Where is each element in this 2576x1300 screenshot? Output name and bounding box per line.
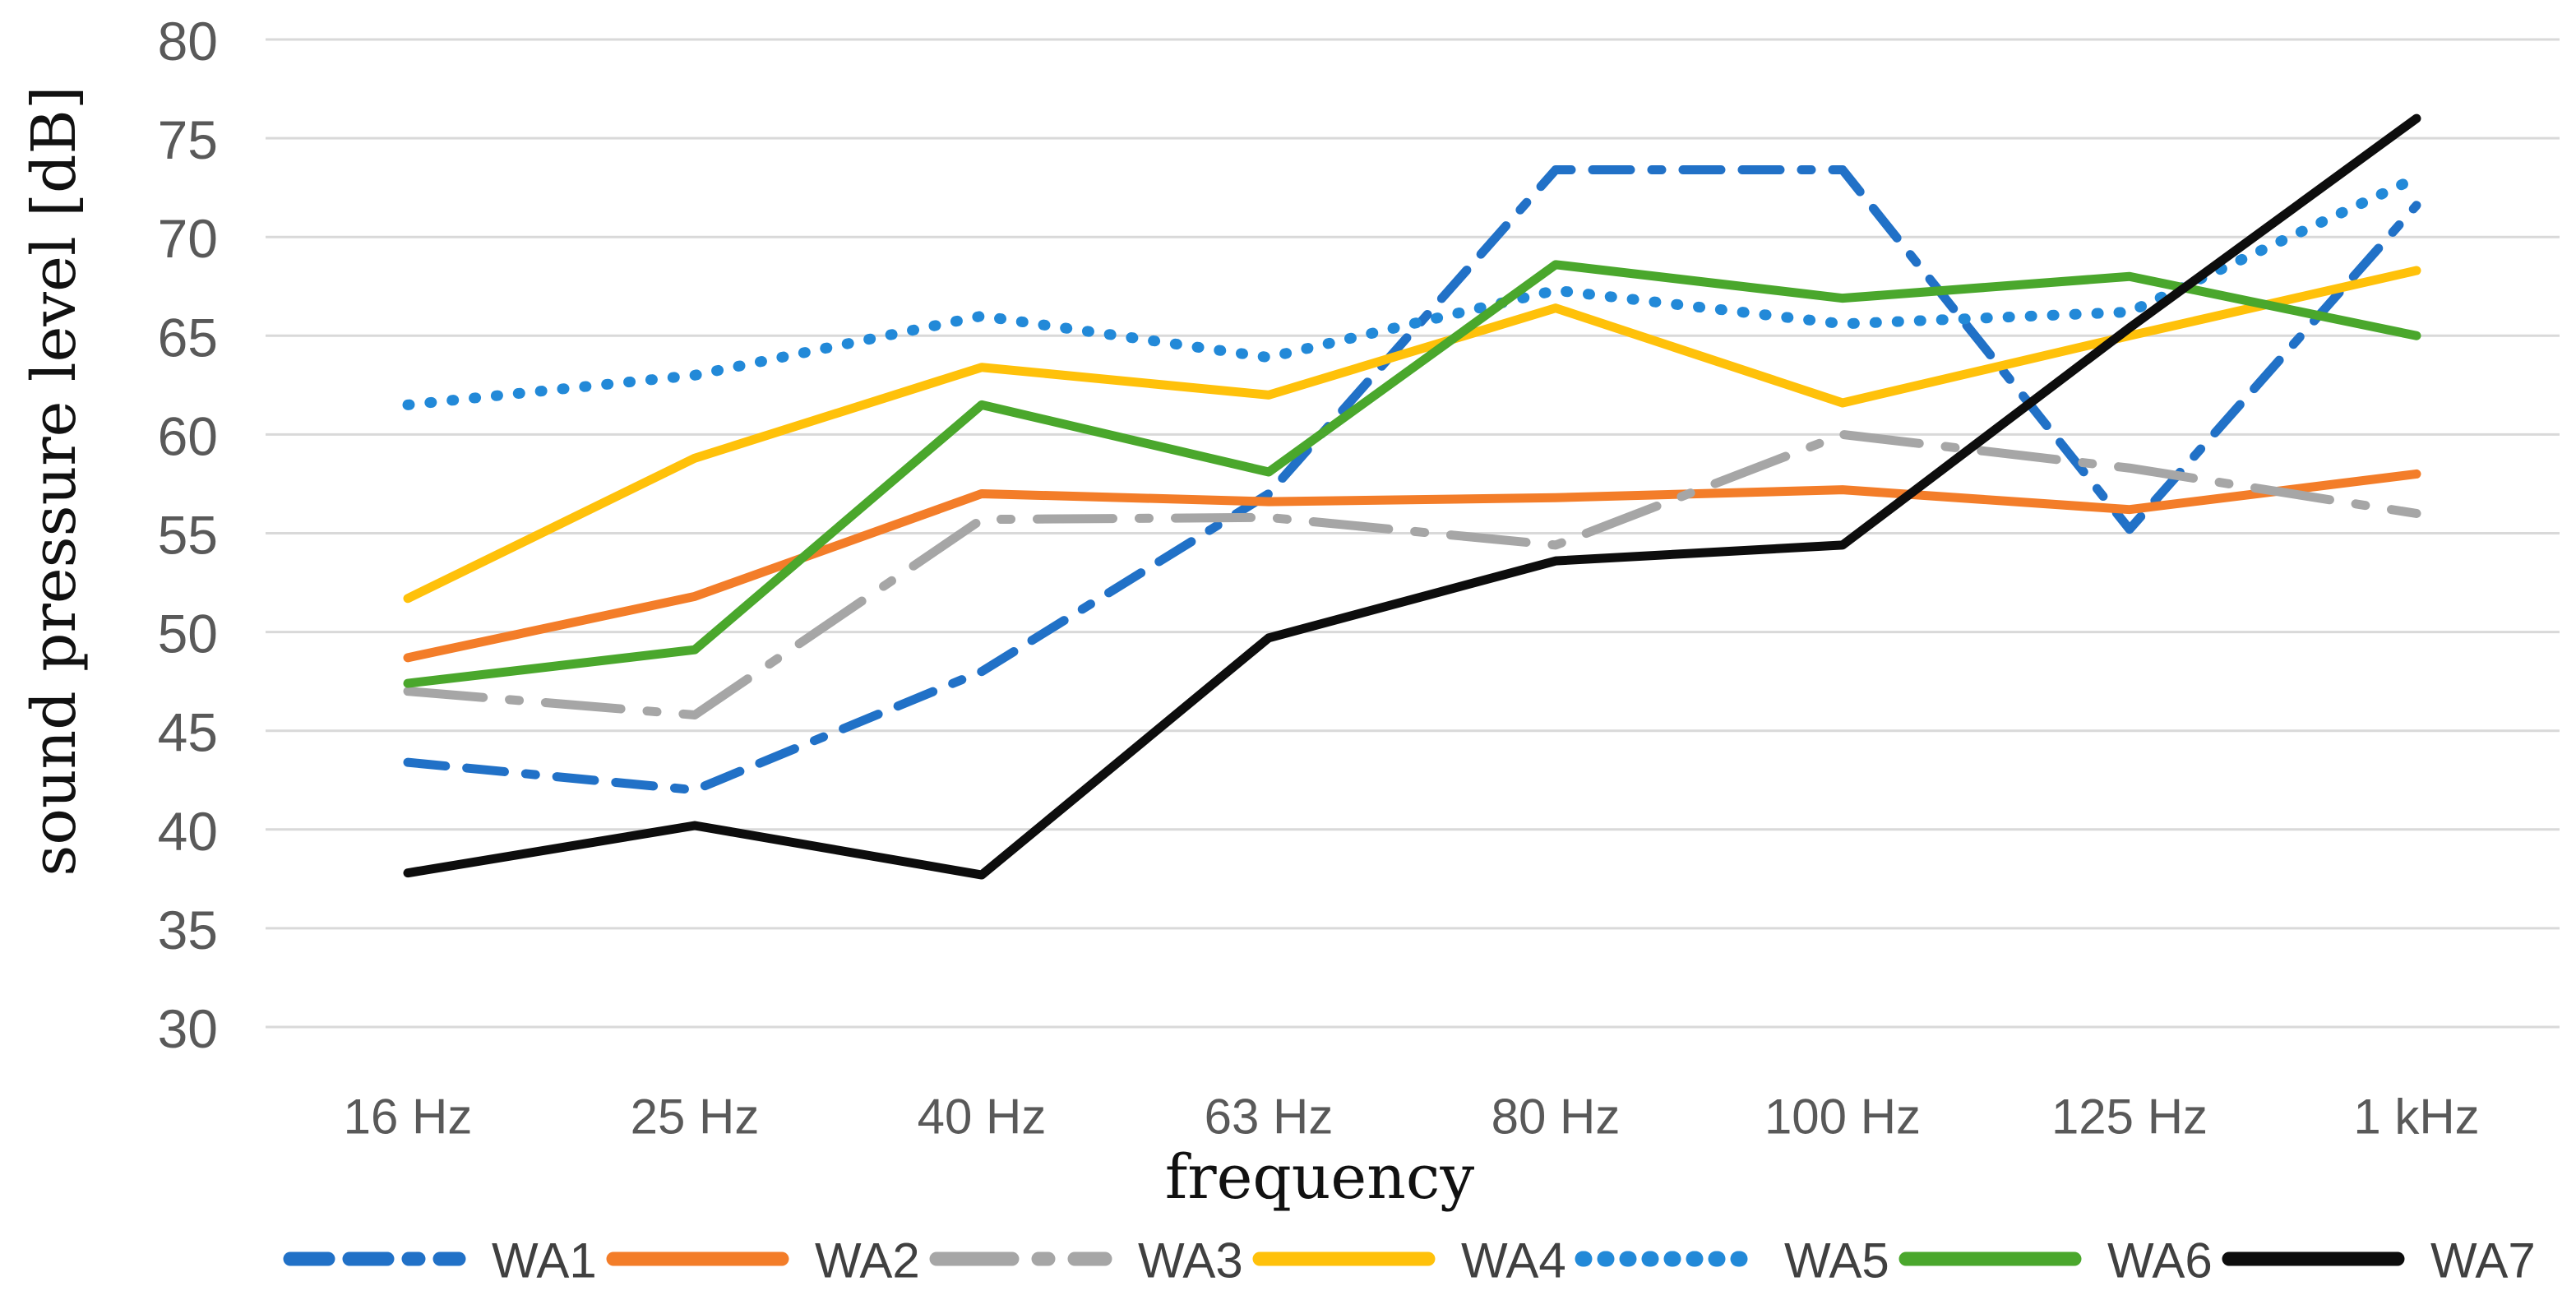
legend-label-wa2: WA2 — [815, 1233, 920, 1288]
y-tick-label: 65 — [158, 307, 218, 368]
x-axis-tick-labels: 16 Hz 25 Hz 40 Hz 63 Hz 80 Hz 100 Hz 125 Hz 1 k… — [344, 1090, 2480, 1145]
x-tick-label: 63 Hz — [1205, 1090, 1334, 1145]
x-tick-label: 100 Hz — [1764, 1090, 1921, 1145]
x-axis-title: frequency — [1165, 1142, 1474, 1213]
y-tick-label: 30 — [158, 998, 218, 1059]
series-line-wa5 — [402, 172, 2422, 410]
legend: WA1 WA2 WA3 WA4 WA5 WA6 WA7 — [283, 1233, 2536, 1288]
legend-label-wa4: WA4 — [1461, 1233, 1566, 1288]
legend-item-wa2: WA2 — [606, 1233, 920, 1288]
data-series-lines — [402, 113, 2422, 880]
x-tick-label: 16 Hz — [344, 1090, 473, 1145]
series-line-wa7 — [403, 113, 2421, 880]
legend-item-wa4: WA4 — [1252, 1233, 1566, 1288]
legend-label-wa3: WA3 — [1138, 1233, 1243, 1288]
series-line-wa1 — [403, 165, 2421, 795]
legend-label-wa6: WA6 — [2107, 1233, 2213, 1288]
x-tick-label: 1 kHz — [2353, 1090, 2479, 1145]
y-tick-label: 70 — [158, 208, 218, 269]
legend-label-wa7: WA7 — [2430, 1233, 2536, 1288]
y-tick-label: 35 — [158, 900, 218, 960]
legend-item-wa7: WA7 — [2222, 1233, 2536, 1288]
series-line-wa6 — [403, 260, 2421, 688]
y-tick-label: 55 — [158, 505, 218, 566]
legend-label-wa1: WA1 — [492, 1233, 597, 1288]
x-tick-label: 40 Hz — [918, 1090, 1047, 1145]
series-line-wa2 — [403, 469, 2421, 663]
series-line-wa3 — [403, 429, 2421, 719]
y-tick-label: 45 — [158, 702, 218, 763]
y-tick-label: 80 — [158, 11, 218, 72]
y-tick-label: 40 — [158, 801, 218, 862]
y-axis-tick-labels: 80 75 70 65 60 55 50 45 40 35 30 — [158, 11, 218, 1059]
y-axis-title: sound pressure level [dB] — [19, 86, 90, 876]
legend-item-wa3: WA3 — [929, 1233, 1243, 1288]
y-tick-label: 60 — [158, 405, 218, 466]
legend-item-wa1: WA1 — [283, 1233, 597, 1288]
legend-label-wa5: WA5 — [1784, 1233, 1889, 1288]
y-tick-label: 75 — [158, 109, 218, 170]
legend-item-wa6: WA6 — [1898, 1233, 2213, 1288]
x-tick-label: 125 Hz — [2051, 1090, 2208, 1145]
series-line-wa4 — [403, 266, 2421, 604]
legend-item-wa5: WA5 — [1575, 1233, 1889, 1288]
y-tick-label: 50 — [158, 604, 218, 664]
x-tick-label: 25 Hz — [631, 1090, 760, 1145]
x-tick-label: 80 Hz — [1491, 1090, 1621, 1145]
